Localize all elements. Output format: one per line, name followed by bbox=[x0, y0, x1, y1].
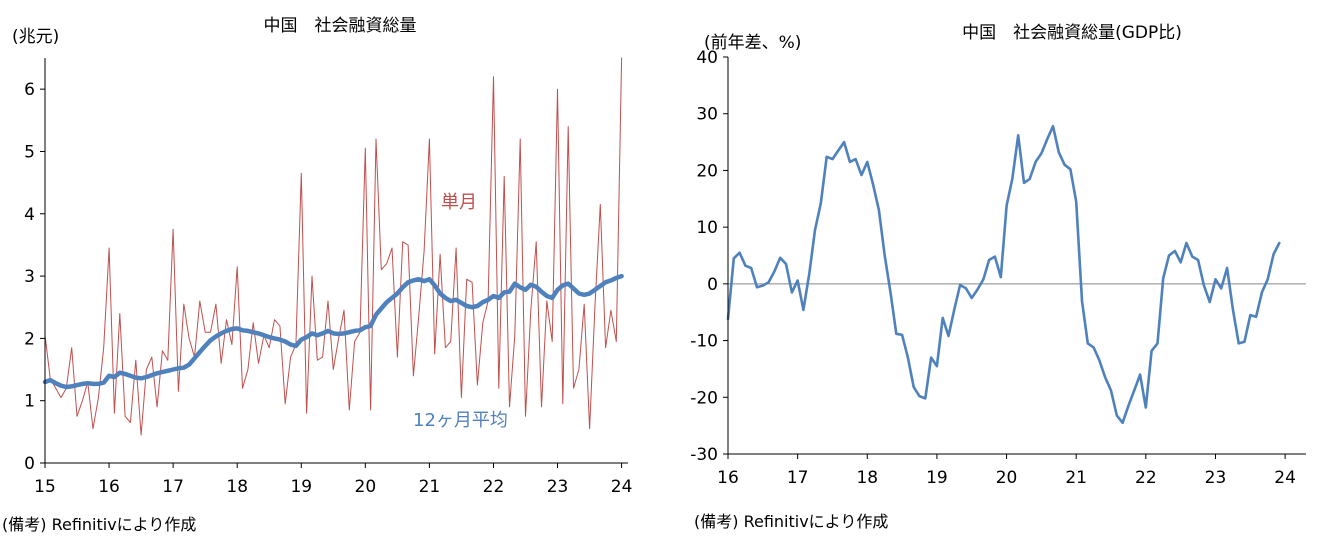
y-tick-label: 40 bbox=[696, 48, 718, 68]
chart-right-series bbox=[726, 124, 1281, 425]
x-tick-label: 17 bbox=[162, 477, 184, 497]
x-tick-label: 22 bbox=[1135, 468, 1157, 488]
y-tick-label: 3 bbox=[24, 267, 35, 287]
y-tick-label: 2 bbox=[24, 329, 35, 349]
label-12m-average: 12ヶ月平均 bbox=[413, 410, 508, 431]
y-tick-label: 20 bbox=[696, 161, 718, 181]
chart-right-title: 中国 社会融資総量(GDP比) bbox=[962, 23, 1182, 43]
x-tick-label: 23 bbox=[547, 477, 569, 497]
x-tick-label: 23 bbox=[1205, 468, 1227, 488]
y-tick-label: 1 bbox=[24, 392, 35, 412]
chart-left-ylabel: (兆元) bbox=[12, 27, 59, 47]
chart-right-x-ticks: 16 17 18 19 20 21 22 23 24 bbox=[717, 454, 1296, 488]
x-tick-label: 20 bbox=[355, 477, 377, 497]
x-tick-label: 20 bbox=[996, 468, 1018, 488]
x-tick-label: 24 bbox=[1274, 468, 1296, 488]
x-tick-label: 19 bbox=[290, 477, 312, 497]
chart-right: 中国 社会融資総量(GDP比) (前年差、%) -30 -20 -10 0 10 20 30… bbox=[690, 23, 1306, 488]
x-tick-label: 19 bbox=[926, 468, 948, 488]
series-line-gdp-ratio bbox=[726, 124, 1281, 425]
y-tick-label: 4 bbox=[24, 205, 35, 225]
y-tick-label: 6 bbox=[24, 80, 35, 100]
x-tick-label: 16 bbox=[98, 477, 120, 497]
chart-left-series bbox=[42, 57, 624, 436]
source-note-left: (備考) Refinitivにより作成 bbox=[2, 515, 197, 534]
y-tick-label: -30 bbox=[690, 445, 718, 465]
chart-left-y-ticks: 0 1 2 3 4 5 6 bbox=[24, 80, 45, 474]
x-tick-label: 22 bbox=[483, 477, 505, 497]
label-single-month: 単月 bbox=[441, 192, 477, 213]
x-tick-label: 16 bbox=[717, 468, 739, 488]
y-tick-label: 10 bbox=[696, 218, 718, 238]
y-tick-label: 30 bbox=[696, 105, 718, 125]
series-line-single-month bbox=[44, 57, 623, 436]
chart-left-x-ticks: 15 16 17 18 19 20 21 22 23 24 bbox=[34, 463, 632, 497]
series-line-12m-average bbox=[42, 273, 624, 390]
y-tick-label: 0 bbox=[707, 275, 718, 295]
y-tick-label: 5 bbox=[24, 142, 35, 162]
chart-right-ylabel: (前年差、%) bbox=[704, 33, 801, 53]
x-tick-label: 21 bbox=[1065, 468, 1087, 488]
x-tick-label: 15 bbox=[34, 477, 56, 497]
source-note-right: (備考) Refinitivにより作成 bbox=[694, 512, 889, 531]
x-tick-label: 17 bbox=[787, 468, 809, 488]
x-tick-label: 18 bbox=[226, 477, 248, 497]
y-tick-label: 0 bbox=[24, 454, 35, 474]
x-tick-label: 21 bbox=[419, 477, 441, 497]
y-tick-label: -20 bbox=[690, 388, 718, 408]
x-tick-label: 18 bbox=[856, 468, 878, 488]
y-tick-label: -10 bbox=[690, 332, 718, 352]
x-tick-label: 24 bbox=[611, 477, 633, 497]
chart-right-y-ticks: -30 -20 -10 0 10 20 30 40 bbox=[690, 48, 728, 465]
chart-left-title: 中国 社会融資総量 bbox=[264, 16, 417, 36]
